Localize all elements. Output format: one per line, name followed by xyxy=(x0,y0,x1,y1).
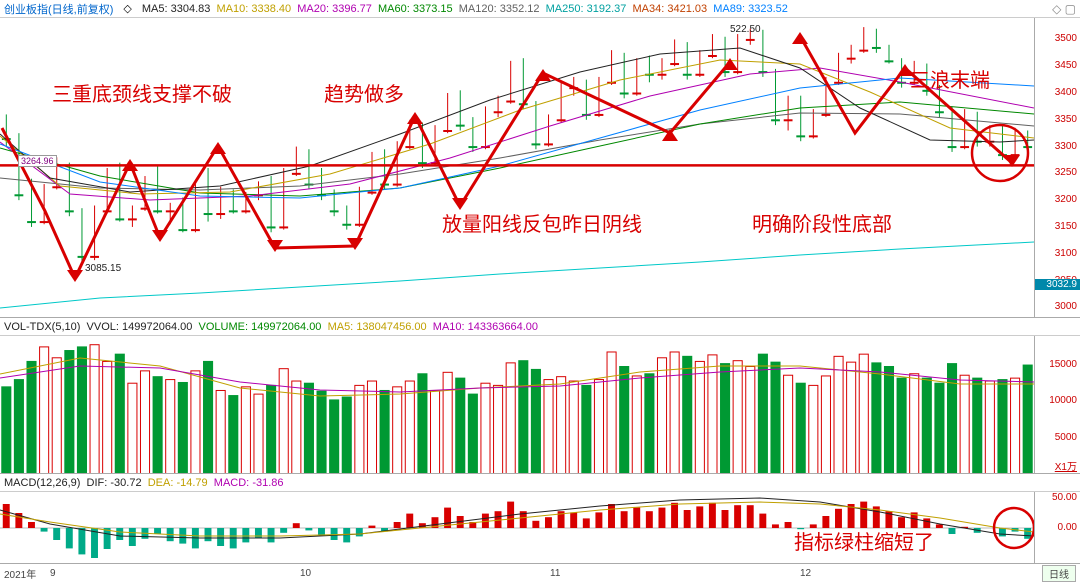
macd-plot: 指标绿柱缩短了 xyxy=(0,492,1034,563)
macd-indicators: MACD(12,26,9) DIF: -30.72 DEA: -14.79 MA… xyxy=(4,477,284,489)
ma-values: MA5: 3304.83 MA10: 3338.40 MA20: 3396.77… xyxy=(142,3,788,15)
chart-title: 创业板指(日线,前复权) xyxy=(4,1,113,17)
x-axis: 2021年9101112日线 xyxy=(0,564,1080,582)
diamond-icon: ◇ xyxy=(123,2,131,15)
macd-header: MACD(12,26,9) DIF: -30.72 DEA: -14.79 MA… xyxy=(0,474,1080,492)
settings-icon[interactable]: ◇ ▢ xyxy=(1052,2,1076,16)
price-yaxis: 3000305031003150320032503300335034003450… xyxy=(1034,18,1080,317)
price-panel[interactable]: 3264.963085.15522.50三重底颈线支撑不破趋势做多三浪末端放量阳… xyxy=(0,18,1080,318)
volume-plot xyxy=(0,336,1034,473)
volume-panel[interactable]: 50001000015000X1万 xyxy=(0,336,1080,474)
price-plot: 3264.963085.15522.50三重底颈线支撑不破趋势做多三浪末端放量阳… xyxy=(0,18,1034,317)
volume-svg xyxy=(0,336,1034,473)
macd-panel[interactable]: 指标绿柱缩短了 0.0050.00 xyxy=(0,492,1080,564)
volume-indicators: VOL-TDX(5,10) VVOL: 149972064.00 VOLUME:… xyxy=(4,321,538,333)
price-header: 创业板指(日线,前复权) ◇ MA5: 3304.83 MA10: 3338.4… xyxy=(0,0,1080,18)
macd-yaxis: 0.0050.00 xyxy=(1034,492,1080,563)
price-svg xyxy=(0,18,1034,317)
volume-header: VOL-TDX(5,10) VVOL: 149972064.00 VOLUME:… xyxy=(0,318,1080,336)
volume-yaxis: 50001000015000X1万 xyxy=(1034,336,1080,473)
